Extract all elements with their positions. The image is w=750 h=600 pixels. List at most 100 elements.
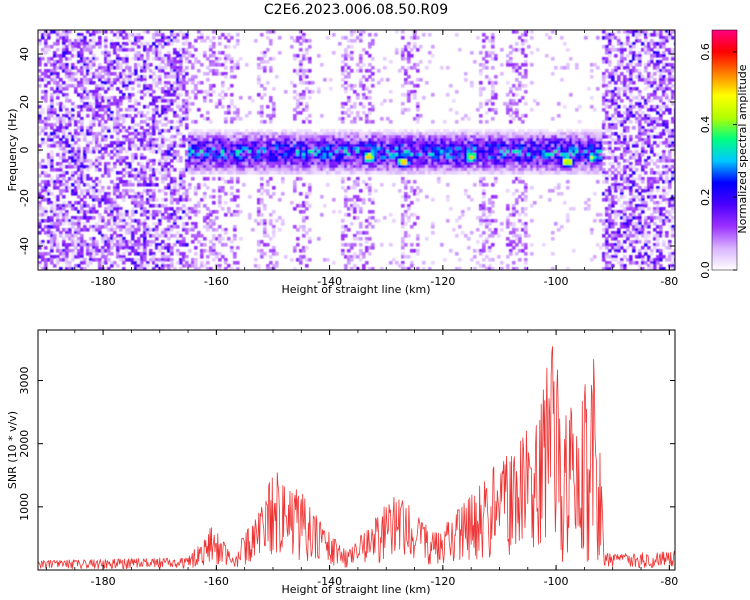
spectrogram-cell [191, 168, 195, 172]
spectrogram-cell [83, 189, 87, 193]
spectrogram-cell [275, 219, 279, 223]
spectrogram-cell [203, 51, 207, 55]
spectrogram-cell [149, 75, 153, 79]
spectrogram-cell [155, 141, 159, 145]
spectrogram-cell [425, 147, 429, 151]
spectrogram-cell [476, 165, 480, 169]
spectrogram-cell [401, 129, 405, 133]
spectrogram-cell [338, 153, 342, 157]
spectrogram-cell [296, 177, 300, 181]
spectrogram-cell [221, 153, 225, 157]
spectrogram-cell [161, 39, 165, 43]
spectrogram-cell [56, 243, 60, 247]
spectrogram-cell [161, 234, 165, 238]
spectrogram-cell [347, 165, 351, 169]
spectrogram-cell [416, 69, 420, 73]
spectrogram-cell [383, 168, 387, 172]
spectrogram-cell [290, 147, 294, 151]
spectrogram-cell [95, 210, 99, 214]
spectrogram-cell [173, 63, 177, 67]
spectrogram-cell [374, 150, 378, 154]
spectrogram-cell [293, 108, 297, 112]
spectrogram-cell [368, 63, 372, 67]
spectrogram-cell [299, 102, 303, 106]
spectrogram-cell [131, 183, 135, 187]
spectrogram-cell [371, 162, 375, 166]
spectrogram-cell [107, 195, 111, 199]
spectrogram-cell [209, 135, 213, 139]
spectrogram-cell [116, 99, 120, 103]
spectrogram-cell [47, 117, 51, 121]
spectrogram-cell [266, 153, 270, 157]
spectrogram-cell [362, 255, 366, 259]
spectrogram-cell [50, 207, 54, 211]
spectrogram-cell [407, 207, 411, 211]
spectrogram-cell [44, 75, 48, 79]
spectrogram-cell [170, 72, 174, 76]
spectrogram-cell [278, 228, 282, 232]
spectrogram-cell [224, 213, 228, 217]
spectrogram-cell [392, 165, 396, 169]
spectrogram-cell [356, 141, 360, 145]
spectrogram-cell [182, 108, 186, 112]
spectrogram-cell [263, 168, 267, 172]
spectrogram-cell [311, 162, 315, 166]
spectrogram-cell [101, 240, 105, 244]
spectrogram-cell [203, 132, 207, 136]
spectrogram-cell [185, 159, 189, 163]
spectrogram-cell [185, 93, 189, 97]
spectrogram-cell [173, 60, 177, 64]
spectrogram-cell [86, 219, 90, 223]
spectrogram-cell [224, 258, 228, 262]
spectrogram-cell [230, 147, 234, 151]
spectrogram-cell [305, 246, 309, 250]
spectrogram-cell [50, 210, 54, 214]
spectrogram-cell [179, 87, 183, 91]
spectrogram-cell [488, 162, 492, 166]
spectrogram-cell [104, 48, 108, 52]
spectrogram-cell [152, 48, 156, 52]
spectrogram-cell [77, 225, 81, 229]
spectrogram-cell [242, 150, 246, 154]
spectrogram-cell [431, 141, 435, 145]
spectrogram-cell [95, 84, 99, 88]
spectrogram-cell [194, 75, 198, 79]
spectrogram-cell [182, 138, 186, 142]
spectrogram-cell [80, 165, 84, 169]
spectrogram-cell [77, 105, 81, 109]
spectrogram-cell [302, 159, 306, 163]
spectrogram-cell [431, 45, 435, 49]
spectrogram-cell [65, 75, 69, 79]
spectrogram-cell [128, 180, 132, 184]
spectrogram-cell [398, 168, 402, 172]
spectrogram-cell [71, 207, 75, 211]
spectrogram-cell [185, 111, 189, 115]
spectrogram-cell [137, 111, 141, 115]
spectrogram-cell [236, 159, 240, 163]
spectrogram-cell [110, 63, 114, 67]
spectrogram-cell [113, 228, 117, 232]
spectrogram-cell [179, 60, 183, 64]
spectrogram-cell [137, 264, 141, 268]
spectrogram-cell [293, 249, 297, 253]
spectrogram-cell [407, 75, 411, 79]
spectrogram-cell [479, 150, 483, 154]
spectrogram-cell [128, 141, 132, 145]
spectrogram-cell [131, 258, 135, 262]
spectrogram-cell [176, 75, 180, 79]
spectrogram-cell [263, 150, 267, 154]
spectrogram-cell [245, 171, 249, 175]
spectrogram-cell [185, 51, 189, 55]
spectrogram-cell [221, 150, 225, 154]
spectrogram-cell [185, 105, 189, 109]
spectrogram-cell [410, 141, 414, 145]
spectrogram-cell [224, 132, 228, 136]
spectrogram-cell [143, 60, 147, 64]
spectrogram-cell [221, 162, 225, 166]
spectrogram-cell [143, 129, 147, 133]
spectrogram-cell [464, 129, 468, 133]
spectrogram-cell [407, 42, 411, 46]
spectrogram-cell [383, 132, 387, 136]
spectrogram-cell [200, 150, 204, 154]
spectrogram-cell [47, 162, 51, 166]
